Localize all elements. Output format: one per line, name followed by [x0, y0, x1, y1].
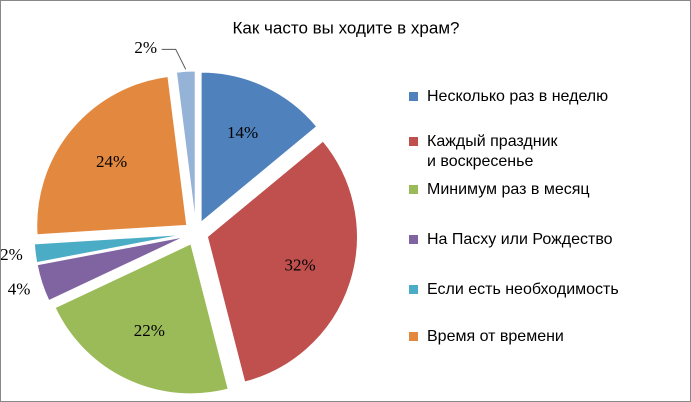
data-label: 22%: [134, 321, 165, 340]
pie-slice: [200, 71, 318, 224]
legend-label: Минимум раз в месяц: [427, 181, 590, 198]
legend-swatch: [409, 285, 418, 294]
legend-item: Время от времени: [409, 327, 564, 347]
legend-item: Минимум раз в месяц: [409, 180, 590, 200]
legend-swatch: [409, 92, 418, 101]
pie-slice: [33, 234, 185, 264]
data-label: 32%: [285, 256, 316, 275]
data-label: 14%: [227, 123, 258, 142]
legend-label: Каждый праздник и воскресенье: [427, 133, 558, 170]
legend-swatch: [409, 332, 418, 341]
legend-label: Несколько раз в неделю: [427, 88, 609, 105]
pie-slice: [206, 140, 358, 383]
data-label: 2%: [134, 38, 157, 57]
legend: Несколько раз в неделю Каждый праздник и …: [409, 1, 689, 401]
legend-label: Если есть необходимость: [427, 281, 619, 298]
legend-swatch: [409, 185, 418, 194]
data-label: 4%: [8, 279, 31, 298]
leader-line: [161, 48, 187, 70]
chart-title: Как часто вы ходите в храм?: [233, 18, 460, 37]
legend-swatch: [409, 137, 418, 146]
pie-slice: [175, 70, 196, 222]
pie-slice: [36, 236, 185, 302]
legend-item: Каждый праздник и воскресенье: [409, 132, 558, 172]
legend-label: На Пасху или Рождество: [427, 231, 613, 248]
data-label: 2%: [1, 245, 23, 264]
pie-slice: [36, 75, 188, 236]
legend-swatch: [409, 235, 418, 244]
legend-item: На Пасху или Рождество: [409, 230, 613, 250]
legend-item: Несколько раз в неделю: [409, 87, 608, 107]
legend-item: Если есть необходимость: [409, 280, 619, 300]
legend-label: Время от времени: [427, 328, 564, 345]
pie-slice: [54, 243, 229, 395]
data-label: 24%: [96, 152, 127, 171]
